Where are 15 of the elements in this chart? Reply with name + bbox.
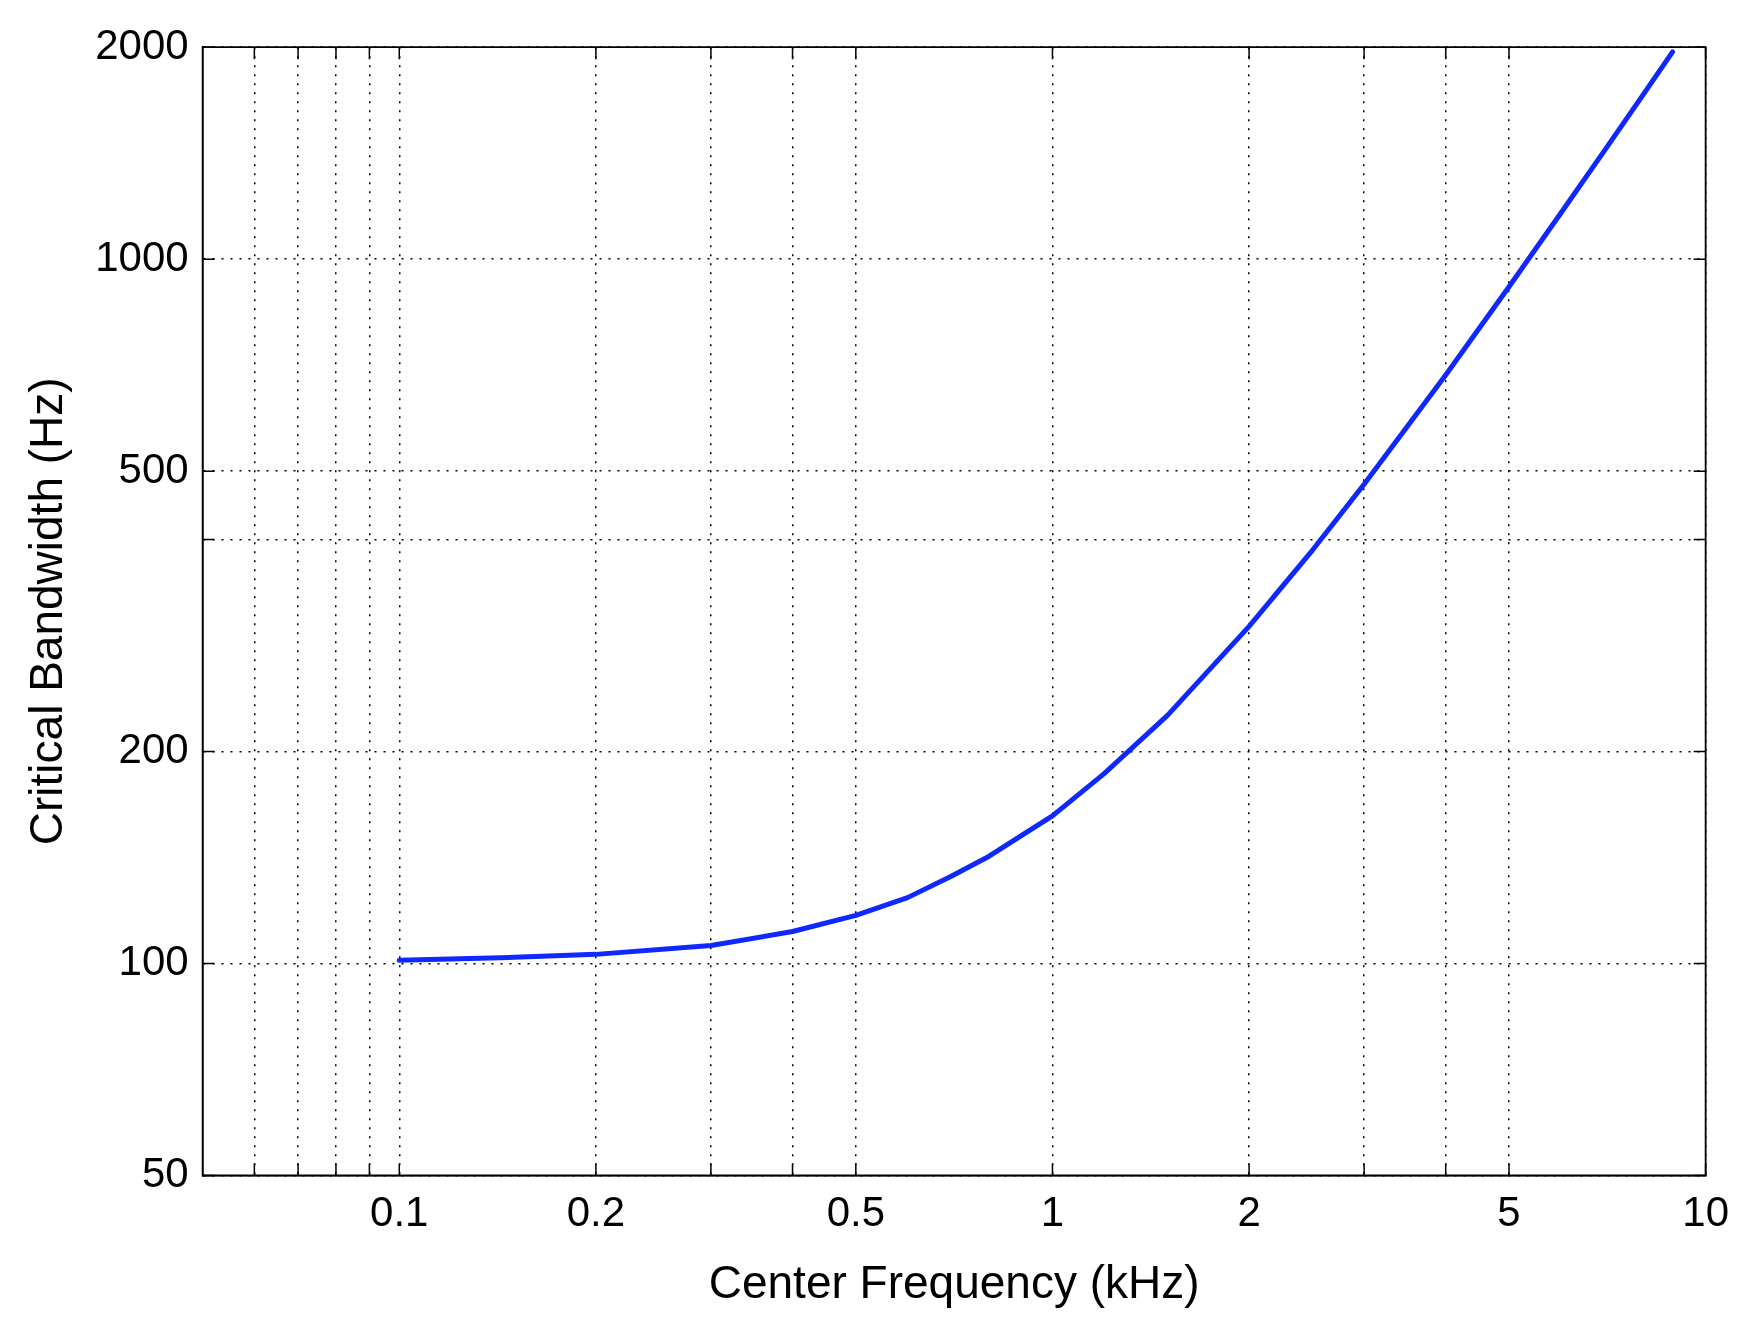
y-tick-label: 100 [118, 936, 189, 984]
x-tick-label: 1 [1040, 1188, 1065, 1236]
x-axis-title: Center Frequency (kHz) [708, 1256, 1200, 1309]
x-tick-label: 5 [1497, 1188, 1521, 1236]
y-axis-title: Critical Bandwidth (Hz) [20, 377, 73, 846]
y-tick-label: 500 [118, 444, 189, 492]
y-tick-label: 50 [141, 1148, 189, 1196]
y-tick-label: 1000 [95, 232, 189, 280]
x-tick-label: 2 [1237, 1188, 1261, 1236]
x-tick-label: 10 [1682, 1188, 1729, 1236]
x-tick-label: 0.2 [566, 1188, 626, 1236]
x-tick-label: 0.1 [370, 1188, 429, 1236]
y-tick-label: 200 [118, 725, 189, 772]
y-tick-label: 2000 [95, 20, 189, 68]
x-tick-label: 0.5 [826, 1188, 886, 1236]
